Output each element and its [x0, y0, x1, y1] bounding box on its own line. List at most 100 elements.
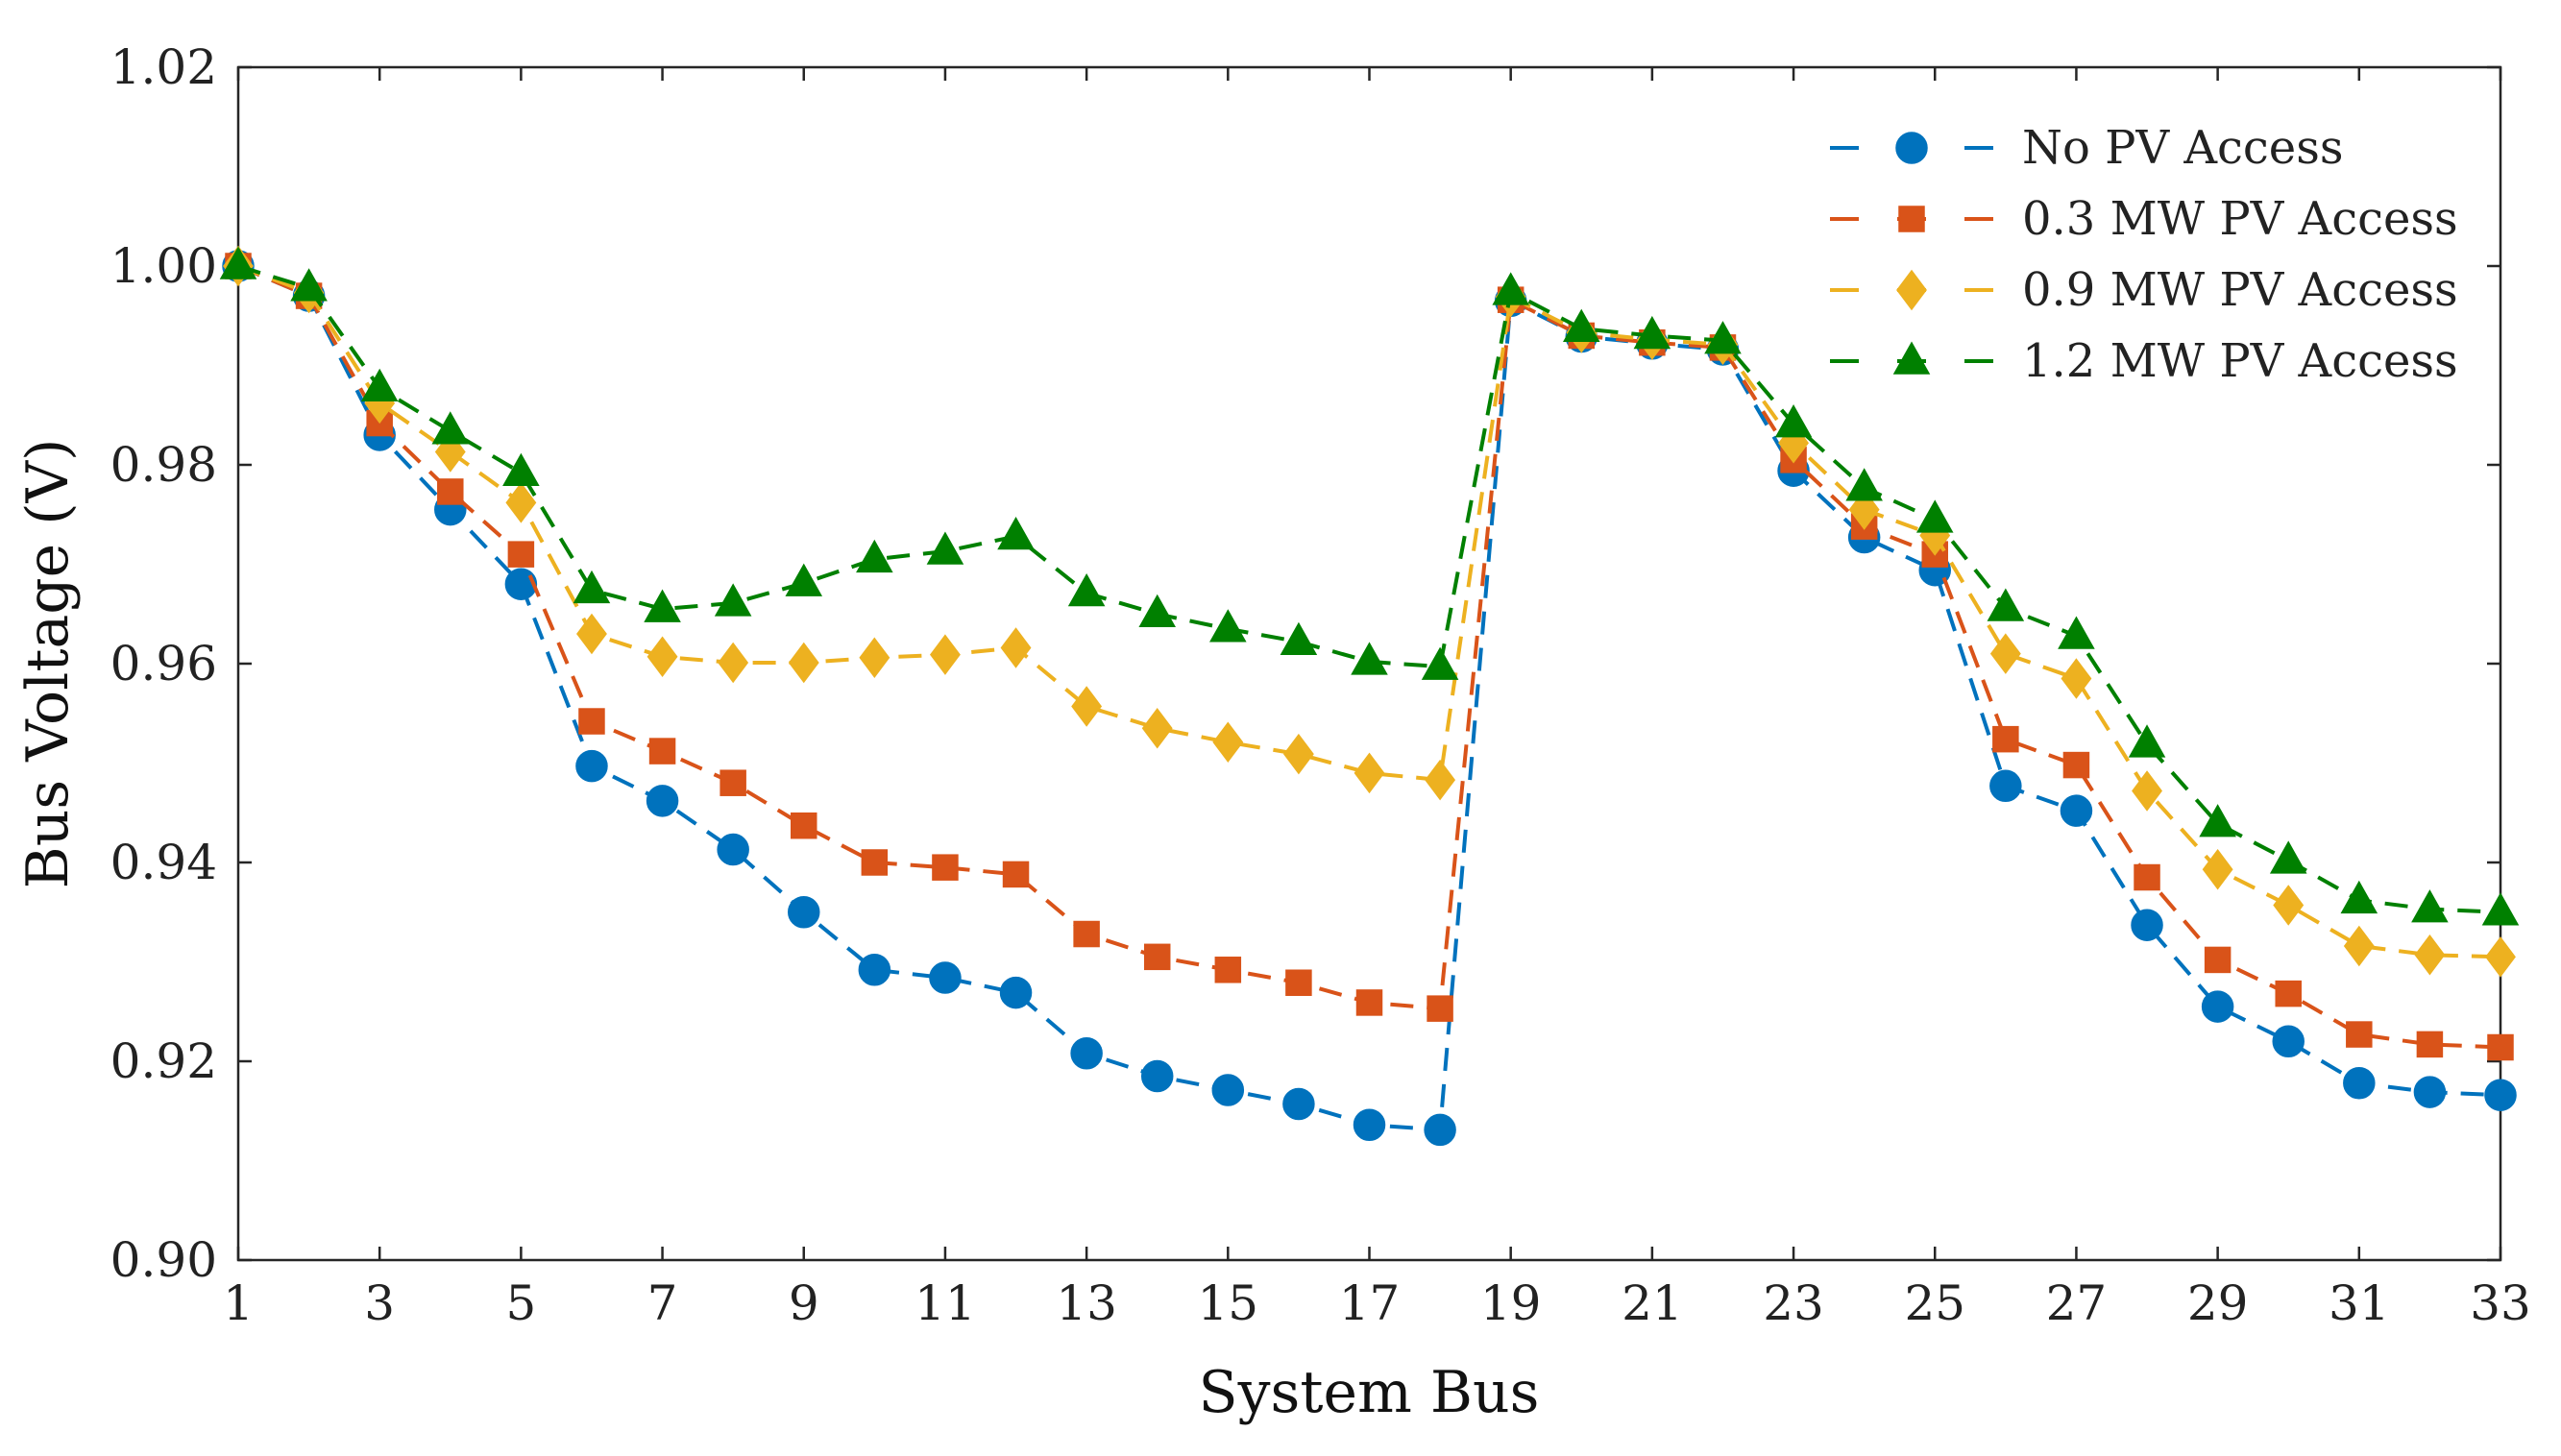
legend: No PV Access 0.3 MW PV Access 0.9 MW PV Ac…	[1830, 121, 2458, 388]
data-point	[2061, 658, 2092, 699]
legend-marker	[1892, 341, 1931, 375]
data-point	[219, 246, 257, 279]
data-point	[926, 531, 964, 565]
y-tick-label: 0.92	[110, 1033, 217, 1089]
data-point	[1000, 627, 1032, 668]
data-point	[1002, 861, 1030, 888]
data-point	[2269, 840, 2307, 874]
data-point	[2411, 889, 2449, 923]
data-point	[788, 896, 820, 929]
data-point	[785, 563, 823, 596]
data-point	[861, 849, 889, 876]
data-point	[2275, 980, 2302, 1007]
data-point	[2346, 1021, 2373, 1048]
data-point	[1425, 759, 1456, 801]
legend-marker	[1895, 132, 1928, 164]
legend-label: 0.9 MW PV Access	[2022, 263, 2458, 317]
data-point	[791, 812, 817, 839]
data-point	[2201, 990, 2234, 1023]
data-point	[646, 785, 679, 817]
data-point	[1067, 572, 1106, 607]
x-tick-label: 9	[789, 1275, 819, 1331]
data-point	[2204, 946, 2232, 974]
series-line	[237, 264, 2501, 959]
data-point	[1280, 621, 1318, 655]
data-point	[437, 478, 464, 505]
data-point	[1562, 308, 1600, 342]
data-point	[788, 642, 819, 684]
data-point	[431, 411, 470, 445]
y-axis: 0.90 0.92 0.94 0.96 0.98 1.00 1.02	[110, 39, 2500, 1288]
data-point	[573, 570, 611, 604]
data-point	[1285, 969, 1312, 996]
data-point	[1355, 989, 1383, 1016]
data-point	[717, 833, 749, 866]
legend-label: 1.2 MW PV Access	[2022, 334, 2458, 388]
x-tick-label: 1	[223, 1275, 254, 1331]
data-point	[1071, 686, 1103, 727]
data-point	[932, 854, 959, 881]
x-tick-label: 17	[1339, 1275, 1401, 1331]
data-point	[646, 636, 678, 678]
legend-label: No PV Access	[2022, 121, 2343, 175]
data-point	[1421, 646, 1459, 680]
y-tick-label: 0.98	[110, 437, 217, 493]
data-point	[1424, 1113, 1456, 1147]
data-point	[576, 613, 607, 655]
data-point	[2058, 616, 2095, 649]
data-point	[1989, 769, 2022, 803]
data-point	[2481, 892, 2520, 926]
data-point	[1211, 1074, 1245, 1106]
data-point	[360, 368, 399, 402]
data-point	[290, 268, 328, 302]
x-axis: 1 3 5 7 9 11 13 15 17 19 21 23 25 27 29 31 33	[223, 67, 2531, 1331]
data-point	[1354, 752, 1385, 794]
data-point	[1351, 642, 1388, 675]
data-point	[2414, 934, 2446, 976]
data-point	[1845, 468, 1883, 501]
data-point	[2273, 885, 2305, 926]
data-point	[2340, 880, 2378, 914]
data-point	[1989, 633, 2021, 674]
data-point	[2416, 1031, 2444, 1058]
y-tick-label: 0.96	[110, 636, 217, 692]
x-tick-label: 3	[364, 1275, 395, 1331]
data-point	[1282, 733, 1314, 775]
series-4	[219, 246, 2520, 926]
legend-item: 0.9 MW PV Access	[1830, 263, 2458, 317]
y-tick-label: 1.00	[110, 238, 217, 294]
data-point	[2487, 1033, 2514, 1061]
data-point	[2060, 794, 2093, 827]
data-point	[2199, 804, 2236, 837]
data-point	[2134, 863, 2160, 891]
y-tick-label: 0.94	[110, 835, 217, 890]
data-point	[720, 769, 746, 796]
data-point	[856, 539, 893, 573]
data-point	[930, 634, 961, 675]
legend-item: 0.3 MW PV Access	[1830, 192, 2458, 246]
legend-item: No PV Access	[1830, 121, 2343, 175]
data-point	[2484, 1079, 2517, 1111]
y-tick-label: 0.90	[110, 1232, 217, 1288]
x-tick-label: 13	[1056, 1275, 1117, 1331]
data-point	[997, 516, 1035, 550]
data-point	[2413, 1076, 2447, 1108]
data-point	[505, 482, 537, 523]
data-point	[1140, 1059, 1174, 1093]
data-point	[1704, 321, 1742, 354]
data-point	[507, 541, 535, 568]
data-point	[2132, 770, 2162, 812]
data-point	[999, 976, 1033, 1009]
data-point	[1353, 1108, 1386, 1141]
data-point	[858, 954, 891, 986]
data-point	[1143, 943, 1171, 971]
data-point	[1492, 272, 1529, 305]
data-point	[644, 589, 681, 622]
data-point	[2343, 925, 2375, 967]
data-point	[2131, 909, 2163, 941]
series-layer	[219, 245, 2520, 1147]
data-point	[859, 637, 890, 679]
data-point	[1427, 995, 1453, 1022]
x-axis-title: System Bus	[1199, 1359, 1540, 1426]
